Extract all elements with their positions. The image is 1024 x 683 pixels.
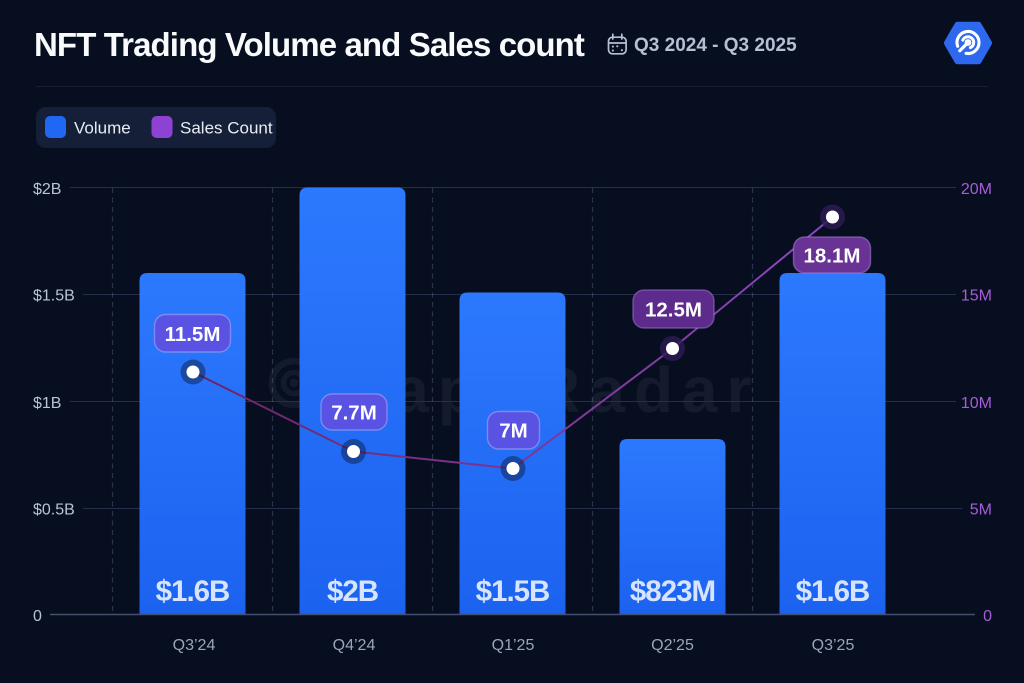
svg-text:20M: 20M [961,181,992,198]
svg-text:$1.6B: $1.6B [796,575,870,608]
svg-text:11.5M: 11.5M [165,323,221,346]
svg-text:7.7M: 7.7M [331,402,377,425]
svg-text:7M: 7M [499,420,527,443]
svg-text:15M: 15M [961,288,992,305]
svg-text:Q1’25: Q1’25 [492,637,535,654]
svg-text:Sales Count: Sales Count [180,119,273,138]
svg-text:$1.5B: $1.5B [33,288,75,305]
svg-text:$1.5B: $1.5B [476,575,550,608]
svg-text:5M: 5M [970,502,992,519]
svg-text:NFT Trading Volume and Sales c: NFT Trading Volume and Sales count [34,26,585,63]
svg-text:12.5M: 12.5M [645,299,702,322]
svg-text:Q3 2024 - Q3 2025: Q3 2024 - Q3 2025 [634,35,797,56]
svg-text:$1B: $1B [33,395,61,412]
svg-text:Q3’25: Q3’25 [812,637,855,654]
svg-text:$2B: $2B [33,181,61,198]
svg-text:Q4’24: Q4’24 [333,637,376,654]
svg-text:Volume: Volume [74,119,131,138]
svg-text:$2B: $2B [327,575,378,608]
svg-text:$823M: $823M [630,575,715,608]
svg-text:$1.6B: $1.6B [156,575,230,608]
svg-text:0: 0 [33,608,42,625]
svg-text:10M: 10M [961,395,992,412]
svg-text:18.1M: 18.1M [804,245,861,268]
svg-text:0: 0 [983,608,992,625]
svg-text:Q3’24: Q3’24 [173,637,216,654]
svg-text:$0.5B: $0.5B [33,502,75,519]
svg-text:Q2’25: Q2’25 [651,637,694,654]
